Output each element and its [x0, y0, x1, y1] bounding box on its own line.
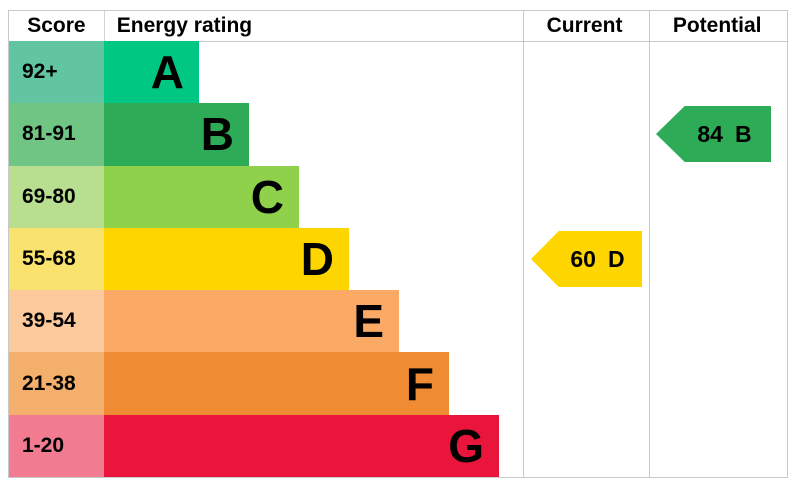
score-range-cell: 55-68 — [9, 227, 104, 291]
rating-row-f: 21-38 F — [9, 352, 523, 415]
rating-bar-e: E — [104, 290, 399, 353]
rating-letter: C — [250, 170, 284, 223]
current-rating-arrow: 60 D — [531, 231, 642, 287]
rating-bands: 92+ A 81-91 B 69-80 C 55-68 D — [9, 41, 523, 477]
rating-row-g: 1-20 G — [9, 414, 523, 477]
rating-row-a: 92+ A — [9, 41, 523, 104]
score-range-cell: 81-91 — [9, 103, 104, 166]
rating-letter: B — [200, 108, 234, 161]
rating-row-d: 55-68 D — [9, 227, 523, 291]
score-range-cell: 69-80 — [9, 165, 104, 228]
potential-score: 84 — [697, 120, 723, 147]
score-range-cell: 39-54 — [9, 290, 104, 353]
rating-bar-c: C — [104, 165, 299, 228]
rating-letter: A — [150, 46, 184, 99]
rating-letter: F — [405, 357, 434, 410]
rating-bar-f: F — [104, 352, 449, 415]
rating-letter: D — [300, 232, 334, 285]
potential-column-divider — [649, 11, 650, 477]
epc-table: Score Energy rating Current Potential 92… — [8, 10, 788, 478]
rating-row-b: 81-91 B — [9, 103, 523, 166]
potential-header: Potential — [672, 14, 762, 37]
current-header: Current — [546, 14, 623, 37]
header-row: Score Energy rating Current Potential — [9, 11, 787, 42]
score-header: Score — [27, 14, 86, 37]
rating-bar-a: A — [104, 41, 199, 104]
current-band: D — [607, 245, 625, 272]
score-range-cell: 92+ — [9, 41, 104, 104]
score-rating-divider — [104, 11, 105, 41]
rating-row-e: 39-54 E — [9, 290, 523, 353]
potential-band: B — [734, 120, 752, 147]
rating-bar-g: G — [104, 414, 499, 477]
rating-letter: G — [448, 419, 484, 472]
rating-bar-d: D — [104, 227, 349, 291]
rating-letter: E — [353, 295, 384, 348]
current-column-divider — [523, 11, 524, 477]
current-score: 60 — [570, 245, 596, 272]
energy-rating-header: Energy rating — [116, 14, 253, 37]
score-range-cell: 1-20 — [9, 414, 104, 477]
score-range-cell: 21-38 — [9, 352, 104, 415]
rating-row-c: 69-80 C — [9, 165, 523, 228]
rating-bar-b: B — [104, 103, 249, 166]
potential-rating-arrow: 84 B — [656, 106, 771, 162]
